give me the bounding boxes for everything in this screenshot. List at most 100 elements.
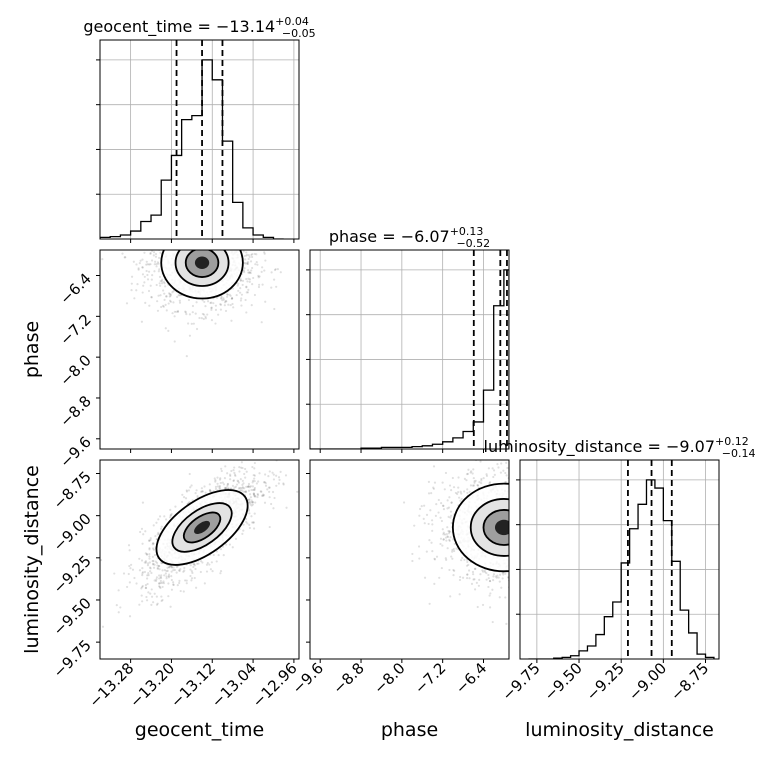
sample-point: [192, 246, 194, 248]
sample-point: [194, 312, 197, 315]
sample-point: [229, 474, 232, 478]
y-axis-label-luminosity_distance: luminosity_distance: [21, 465, 43, 654]
sample-point: [510, 523, 512, 525]
sample-point: [176, 295, 179, 299]
sample-point: [193, 231, 195, 233]
sample-point: [498, 580, 501, 583]
sample-point: [181, 246, 183, 248]
sample-point: [232, 479, 235, 482]
sample-point: [250, 488, 253, 492]
sample-point: [539, 552, 541, 554]
sample-point: [459, 575, 462, 579]
sample-point: [205, 563, 209, 566]
sample-point: [185, 243, 187, 245]
sample-point: [515, 533, 517, 535]
sample-point: [517, 552, 519, 554]
sample-point: [593, 528, 595, 530]
sample-point: [571, 516, 573, 518]
sample-point: [147, 289, 151, 293]
sample-point: [185, 218, 187, 220]
sample-point: [214, 480, 217, 483]
sample-point: [275, 484, 278, 487]
sample-point: [524, 526, 526, 528]
sample-point: [517, 493, 519, 495]
sample-point: [239, 279, 242, 282]
sample-point: [449, 595, 452, 598]
sample-point: [447, 529, 450, 533]
sample-point: [548, 511, 550, 513]
sample-point: [191, 247, 193, 249]
sample-point: [217, 246, 219, 248]
sample-point: [554, 560, 556, 562]
sample-point: [431, 529, 434, 532]
sample-point: [138, 262, 141, 265]
sample-point: [225, 300, 228, 303]
sample-point: [458, 578, 462, 582]
contour-2: [482, 509, 509, 546]
sample-point: [413, 524, 416, 527]
sample-point: [155, 578, 158, 581]
sample-point: [487, 585, 490, 589]
sample-point: [559, 504, 561, 506]
sample-point: [442, 508, 446, 511]
sample-point: [146, 577, 149, 580]
sample-point: [205, 246, 207, 248]
sample-point: [185, 227, 187, 229]
sample-point: [470, 452, 472, 454]
sample-point: [214, 322, 217, 325]
sample-point: [450, 489, 453, 492]
sample-point: [186, 244, 188, 246]
sample-point: [533, 522, 535, 524]
sample-point: [545, 515, 547, 517]
sample-point: [512, 510, 514, 512]
sample-point: [541, 510, 543, 512]
sample-point: [250, 515, 253, 518]
sample-point: [565, 497, 567, 499]
sample-point: [538, 600, 540, 602]
sample-point: [420, 505, 423, 508]
sample-point: [198, 236, 200, 238]
sample-point: [448, 484, 452, 487]
sample-point: [545, 487, 547, 489]
sample-point: [522, 511, 524, 513]
sample-point: [169, 293, 173, 296]
sample-point: [148, 539, 151, 543]
sample-point: [272, 478, 276, 481]
sample-point: [446, 535, 450, 539]
sample-point: [127, 544, 131, 547]
sample-point: [442, 538, 445, 541]
sample-point: [182, 240, 184, 242]
sample-point: [246, 522, 249, 525]
sample-point: [489, 592, 492, 595]
sample-point: [253, 252, 256, 256]
sample-point: [571, 534, 573, 536]
sample-point: [511, 559, 513, 561]
sample-point: [171, 246, 173, 248]
sample-point: [247, 484, 250, 488]
sample-point: [537, 501, 539, 503]
sample-point: [273, 307, 276, 311]
sample-point: [167, 573, 171, 576]
sample-point: [222, 240, 224, 242]
sample-point: [545, 538, 547, 540]
panel-geocent_time-vs-luminosity_distance: [96, 451, 300, 663]
sample-point: [271, 471, 274, 474]
sample-point: [510, 520, 512, 522]
sample-point: [211, 246, 213, 248]
sample-point: [440, 566, 443, 570]
sample-point: [437, 498, 440, 502]
sample-point: [195, 586, 198, 589]
sample-point: [290, 451, 292, 453]
sample-point: [193, 246, 195, 248]
sample-point: [472, 476, 475, 480]
sample-point: [525, 512, 527, 514]
sample-point: [254, 215, 256, 217]
sample-point: [253, 477, 256, 480]
sample-point: [433, 557, 436, 560]
sample-point: [223, 228, 225, 230]
sample-point: [532, 507, 534, 509]
sample-point: [544, 535, 546, 537]
sample-point: [263, 481, 266, 484]
sample-point: [523, 503, 525, 505]
sample-point: [158, 268, 161, 271]
